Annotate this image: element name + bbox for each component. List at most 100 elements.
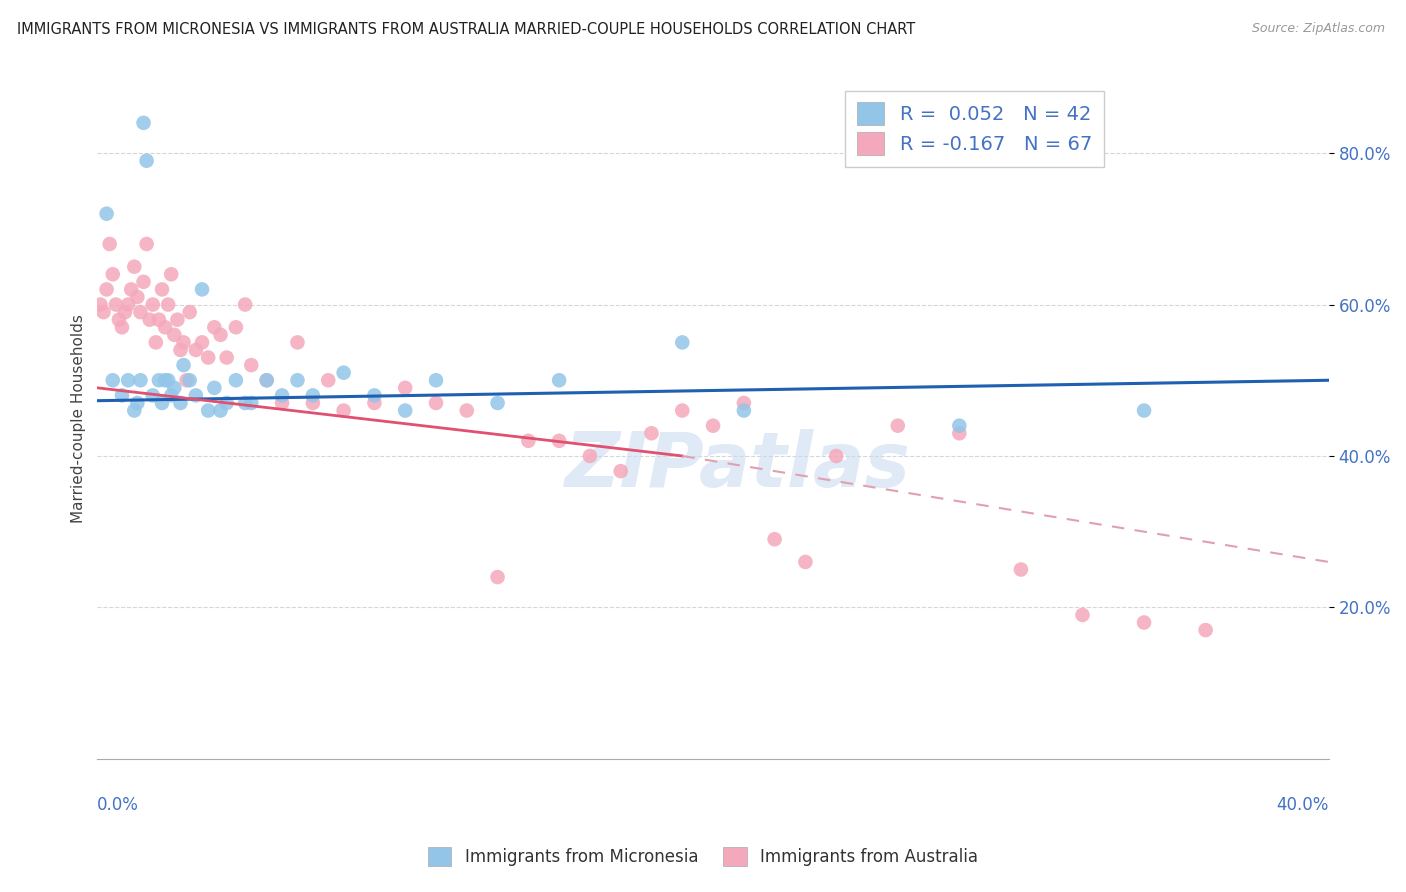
Point: [794, 555, 817, 569]
Point: [240, 358, 263, 372]
Point: [486, 396, 509, 410]
Point: [225, 320, 247, 334]
Point: [609, 464, 631, 478]
Point: [302, 388, 325, 402]
Point: [215, 351, 238, 365]
Point: [887, 418, 910, 433]
Point: [169, 396, 191, 410]
Point: [733, 396, 755, 410]
Point: [129, 373, 152, 387]
Point: [135, 153, 157, 168]
Point: [124, 260, 146, 274]
Point: [671, 335, 693, 350]
Legend: Immigrants from Micronesia, Immigrants from Australia: Immigrants from Micronesia, Immigrants f…: [422, 840, 984, 873]
Point: [163, 381, 186, 395]
Point: [233, 396, 256, 410]
Point: [425, 373, 447, 387]
Point: [332, 403, 354, 417]
Point: [394, 381, 416, 395]
Point: [89, 297, 111, 311]
Point: [138, 312, 160, 326]
Point: [98, 237, 121, 252]
Point: [145, 335, 167, 350]
Point: [96, 207, 118, 221]
Point: [233, 297, 256, 311]
Point: [191, 282, 214, 296]
Point: [184, 388, 207, 402]
Point: [202, 320, 225, 334]
Point: [117, 373, 139, 387]
Point: [157, 297, 180, 311]
Point: [160, 267, 183, 281]
Point: [486, 570, 509, 584]
Point: [135, 237, 157, 252]
Text: 40.0%: 40.0%: [1277, 797, 1329, 814]
Point: [287, 335, 309, 350]
Point: [111, 388, 134, 402]
Point: [142, 388, 165, 402]
Point: [363, 388, 385, 402]
Point: [142, 297, 165, 311]
Point: [579, 449, 602, 463]
Point: [111, 320, 134, 334]
Text: IMMIGRANTS FROM MICRONESIA VS IMMIGRANTS FROM AUSTRALIA MARRIED-COUPLE HOUSEHOLD: IMMIGRANTS FROM MICRONESIA VS IMMIGRANTS…: [17, 22, 915, 37]
Point: [948, 426, 970, 441]
Point: [197, 403, 219, 417]
Point: [1133, 403, 1156, 417]
Point: [1071, 607, 1094, 622]
Point: [93, 305, 115, 319]
Point: [1133, 615, 1156, 630]
Point: [153, 373, 176, 387]
Point: [209, 403, 232, 417]
Text: Source: ZipAtlas.com: Source: ZipAtlas.com: [1251, 22, 1385, 36]
Point: [548, 434, 571, 448]
Point: [256, 373, 278, 387]
Point: [271, 396, 294, 410]
Point: [148, 373, 170, 387]
Point: [316, 373, 339, 387]
Point: [209, 327, 232, 342]
Point: [456, 403, 478, 417]
Point: [702, 418, 724, 433]
Point: [104, 297, 127, 311]
Point: [132, 275, 155, 289]
Point: [202, 381, 225, 395]
Point: [184, 343, 207, 357]
Point: [425, 396, 447, 410]
Point: [240, 396, 263, 410]
Point: [394, 403, 416, 417]
Point: [763, 533, 786, 547]
Point: [225, 373, 247, 387]
Text: ZIPatlas: ZIPatlas: [565, 429, 911, 503]
Point: [332, 366, 354, 380]
Point: [517, 434, 540, 448]
Point: [132, 116, 155, 130]
Point: [148, 312, 170, 326]
Point: [163, 327, 186, 342]
Point: [160, 388, 183, 402]
Point: [825, 449, 848, 463]
Point: [302, 396, 325, 410]
Point: [215, 396, 238, 410]
Legend: R =  0.052   N = 42, R = -0.167   N = 67: R = 0.052 N = 42, R = -0.167 N = 67: [845, 91, 1104, 167]
Point: [169, 343, 191, 357]
Point: [153, 320, 176, 334]
Point: [1194, 623, 1216, 637]
Point: [127, 396, 149, 410]
Point: [287, 373, 309, 387]
Point: [197, 351, 219, 365]
Point: [129, 305, 152, 319]
Point: [191, 335, 214, 350]
Point: [948, 418, 970, 433]
Y-axis label: Married-couple Households: Married-couple Households: [72, 314, 86, 523]
Point: [127, 290, 149, 304]
Point: [671, 403, 693, 417]
Point: [108, 312, 131, 326]
Point: [256, 373, 278, 387]
Point: [120, 282, 142, 296]
Point: [117, 297, 139, 311]
Point: [179, 373, 201, 387]
Point: [1010, 562, 1032, 576]
Point: [96, 282, 118, 296]
Point: [363, 396, 385, 410]
